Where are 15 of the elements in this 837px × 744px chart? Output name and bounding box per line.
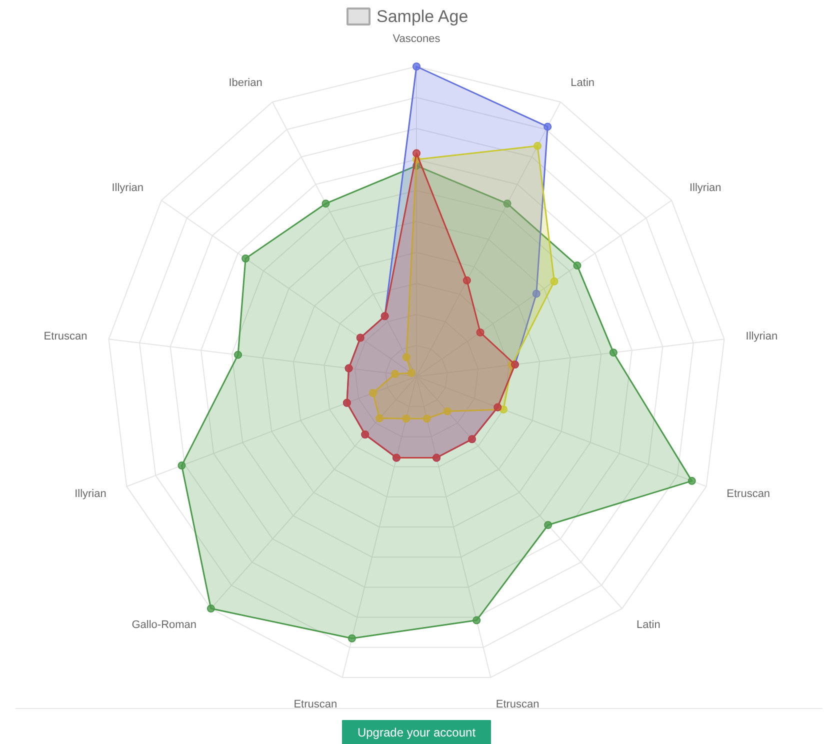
spoke-label: Illyrian [112, 182, 144, 194]
spoke-label: Latin [636, 618, 660, 631]
text: Upgrade your account [357, 726, 476, 740]
spoke-label: Etruscan [44, 330, 88, 343]
spoke-label: Illyrian [689, 182, 722, 194]
spoke-label: Etruscan [726, 488, 770, 500]
spoke-label: Illyrian [74, 488, 106, 500]
spoke-label: Iberian [228, 76, 262, 89]
legend-label: Sample Age [376, 7, 468, 26]
spoke-label: Etruscan [294, 698, 338, 711]
spoke-label: Illyrian [746, 330, 778, 343]
spoke-label: Latin [570, 76, 595, 89]
spoke-label: Vascones [392, 32, 441, 45]
spoke-label: Gallo-Roman [132, 618, 197, 631]
spoke-label: Etruscan [496, 698, 540, 711]
